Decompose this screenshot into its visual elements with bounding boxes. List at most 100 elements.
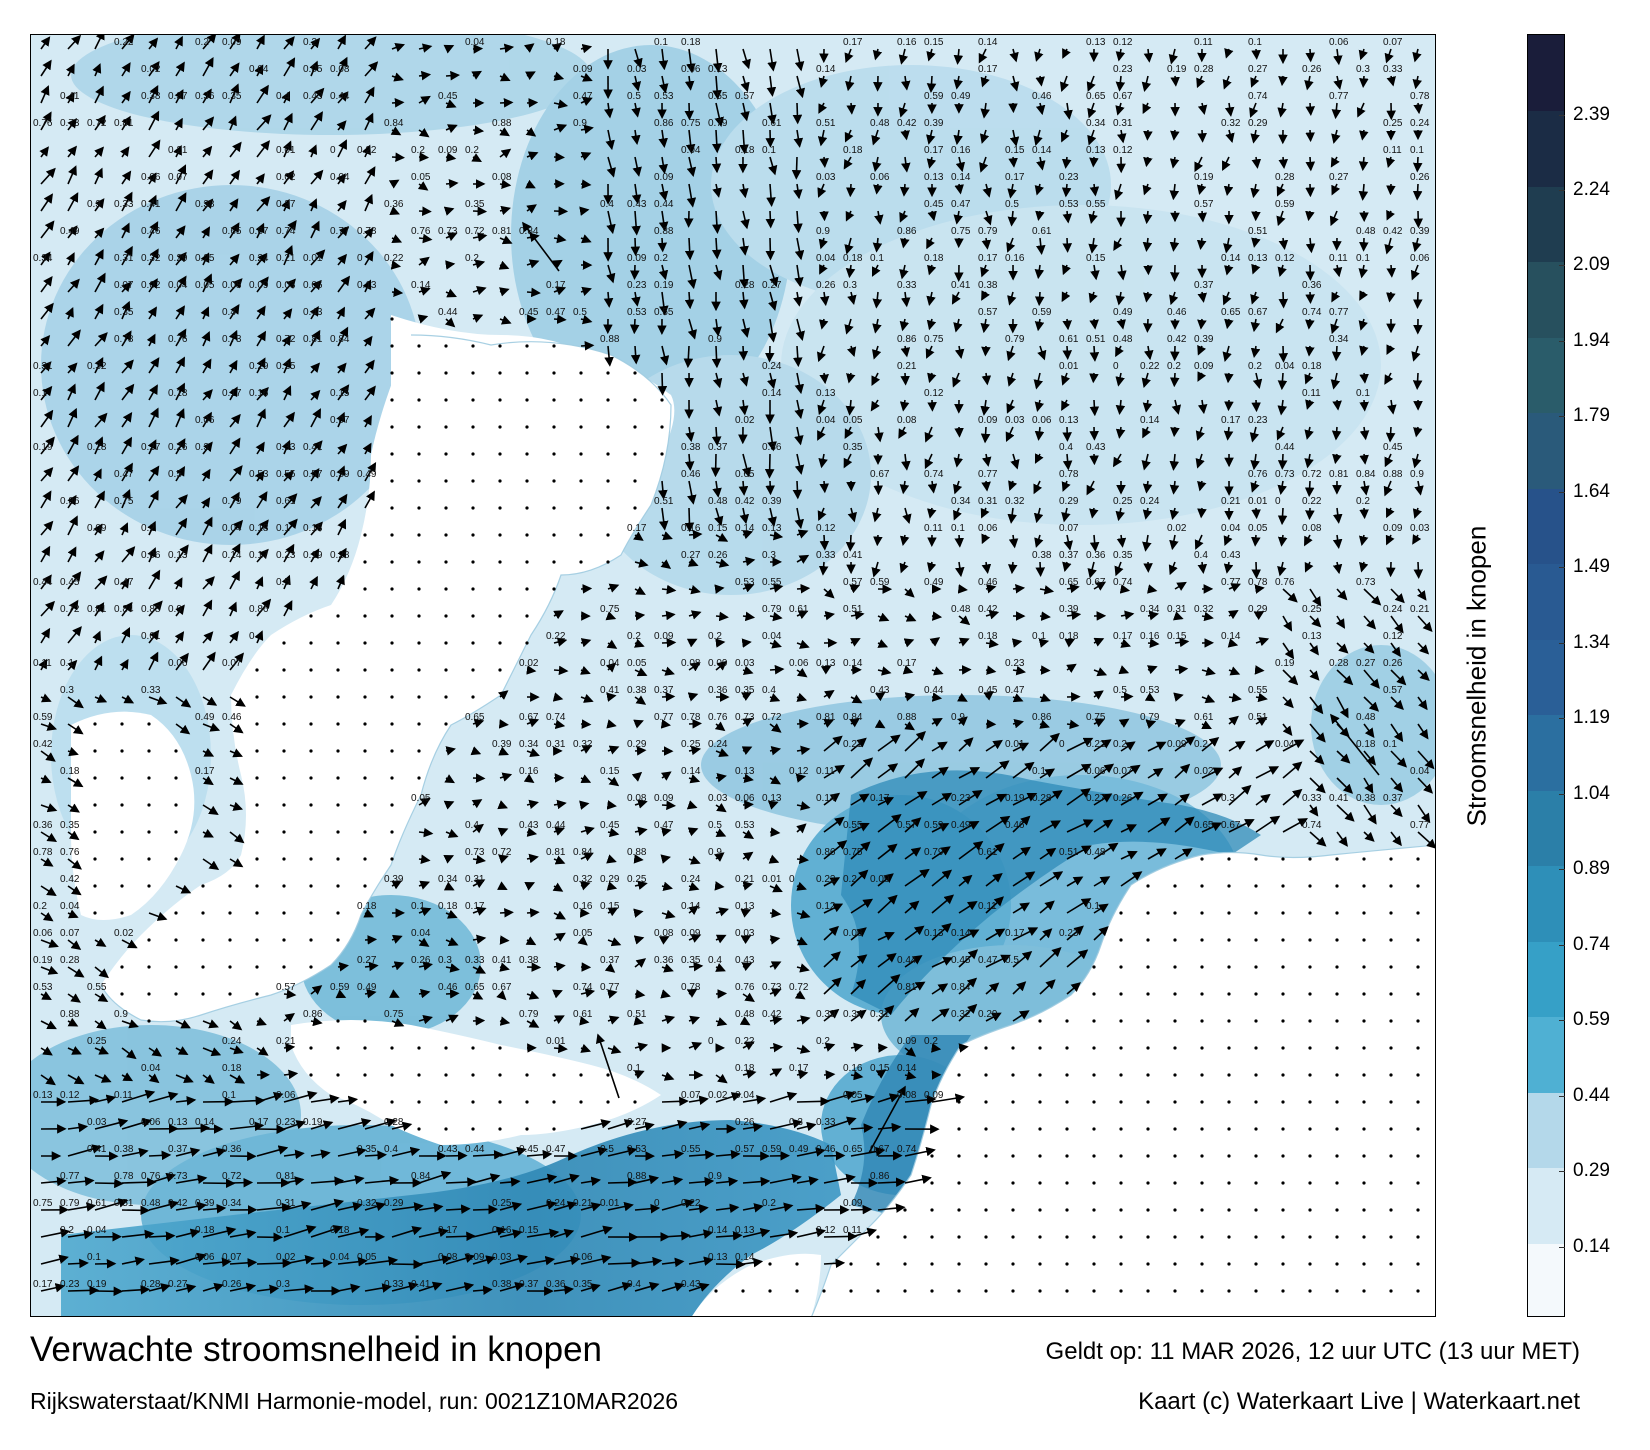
current-speed-map[interactable]: 0.22 0.2 0.09 0.2 0.04 0.18 0.1 0.18 0.17 0.16 0.1… xyxy=(30,34,1436,1317)
current-arrow xyxy=(526,204,537,214)
speed-value-label: 0.55 xyxy=(681,1144,701,1155)
current-arrow xyxy=(336,465,346,482)
zero-current-dot xyxy=(390,317,394,321)
speed-value-label: 0.04 xyxy=(1410,766,1430,777)
zero-current-dot xyxy=(1065,1073,1069,1077)
current-arrow xyxy=(281,439,291,455)
zero-current-dot xyxy=(309,614,313,618)
current-arrow xyxy=(418,286,431,296)
speed-value-label: 0.59 xyxy=(330,469,350,480)
current-arrow xyxy=(927,210,937,222)
current-arrow xyxy=(65,91,75,104)
legend-tick-label: 1.64 xyxy=(1573,480,1610,502)
zero-current-dot xyxy=(390,479,394,483)
current-arrow xyxy=(926,291,936,306)
speed-value-label: 0.59 xyxy=(1032,307,1052,318)
current-arrow xyxy=(94,412,108,428)
zero-current-dot xyxy=(1335,938,1339,942)
speed-value-label: 0.67 xyxy=(870,1144,890,1155)
speed-value-label: 0.12 xyxy=(1113,37,1133,48)
speed-value-label: 0.14 xyxy=(1140,415,1160,426)
speed-value-label: 0.08 xyxy=(438,1252,458,1263)
zero-current-dot xyxy=(1011,1181,1015,1185)
current-arrow xyxy=(94,303,104,320)
current-arrow xyxy=(1141,75,1152,93)
current-arrow xyxy=(1384,372,1394,385)
zero-current-dot xyxy=(498,1046,502,1050)
speed-value-label: 0.65 xyxy=(1059,577,1079,588)
speed-value-label: 0.65 xyxy=(843,1144,863,1155)
speed-value-label: 0.41 xyxy=(492,955,512,966)
speed-value-label: 0.46 xyxy=(1005,820,1025,831)
zero-current-dot xyxy=(255,938,259,942)
current-arrow xyxy=(1358,183,1369,201)
zero-current-dot xyxy=(1200,1127,1204,1131)
speed-value-label: 0.74 xyxy=(924,469,944,480)
zero-current-dot xyxy=(1227,992,1231,996)
current-arrow xyxy=(229,198,239,212)
zero-current-dot xyxy=(1227,938,1231,942)
zero-current-dot xyxy=(579,506,583,510)
zero-current-dot xyxy=(1308,965,1312,969)
current-arrow xyxy=(1331,345,1342,362)
speed-value-label: 0.78 xyxy=(33,847,53,858)
speed-value-label: 0.12 xyxy=(816,523,836,534)
zero-current-dot xyxy=(120,722,124,726)
current-arrow xyxy=(67,1258,89,1269)
current-arrow xyxy=(844,318,854,335)
zero-current-dot xyxy=(876,1289,880,1293)
current-arrow xyxy=(202,441,213,455)
speed-value-label: 0.25 xyxy=(627,874,647,885)
zero-current-dot xyxy=(444,668,448,672)
current-arrow xyxy=(148,248,159,266)
current-arrow xyxy=(40,436,55,455)
current-arrow xyxy=(200,306,210,320)
zero-current-dot xyxy=(498,533,502,537)
zero-current-dot xyxy=(633,452,637,456)
current-arrow xyxy=(418,206,432,216)
speed-value-label: 0.22 xyxy=(546,631,566,642)
current-arrow xyxy=(1412,291,1423,309)
speed-value-label: 0.75 xyxy=(681,118,701,129)
current-arrow xyxy=(40,85,50,104)
zero-current-dot xyxy=(363,614,367,618)
speed-value-label: 0.37 xyxy=(276,199,296,210)
current-arrow xyxy=(765,210,776,229)
speed-value-label: 0.11 xyxy=(816,766,835,777)
zero-current-dot xyxy=(1065,1181,1069,1185)
current-arrow xyxy=(795,75,806,99)
current-arrow xyxy=(1170,75,1180,87)
current-arrow xyxy=(1223,183,1234,196)
speed-value-label: 0.46 xyxy=(141,226,161,237)
current-arrow xyxy=(1412,48,1422,63)
speed-value-label: 0.42 xyxy=(60,874,80,885)
speed-value-label: 0.18 xyxy=(60,766,80,777)
speed-value-label: 0.07 xyxy=(222,1252,242,1263)
zero-current-dot xyxy=(147,1019,151,1023)
zero-current-dot xyxy=(1200,1046,1204,1050)
speed-value-label: 0.01 xyxy=(276,145,296,156)
speed-value-label: 0.04 xyxy=(1275,361,1295,372)
current-arrow xyxy=(1143,291,1153,303)
zero-current-dot xyxy=(1389,1046,1393,1050)
current-arrow xyxy=(658,507,669,531)
zero-current-dot xyxy=(1173,1154,1177,1158)
speed-value-label: 0.39 xyxy=(924,118,944,129)
speed-value-label: 0.74 xyxy=(573,982,593,993)
current-arrow xyxy=(337,139,347,158)
speed-value-label: 0.07 xyxy=(330,415,350,426)
speed-value-label: 0.03 xyxy=(276,280,296,291)
legend-tick-label: 1.34 xyxy=(1573,631,1610,653)
current-arrow xyxy=(953,210,963,225)
zero-current-dot xyxy=(1335,1208,1339,1212)
speed-value-label: 0.35 xyxy=(681,955,701,966)
zero-current-dot xyxy=(1146,1289,1150,1293)
speed-value-label: 0.84 xyxy=(951,982,971,993)
current-arrow xyxy=(712,210,722,234)
current-arrow xyxy=(200,226,211,239)
speed-value-label: 0.84 xyxy=(519,226,539,237)
speed-value-label: 0.21 xyxy=(897,361,917,372)
legend-color-band xyxy=(1528,336,1564,414)
zero-current-dot xyxy=(147,992,151,996)
current-arrow xyxy=(283,278,296,293)
